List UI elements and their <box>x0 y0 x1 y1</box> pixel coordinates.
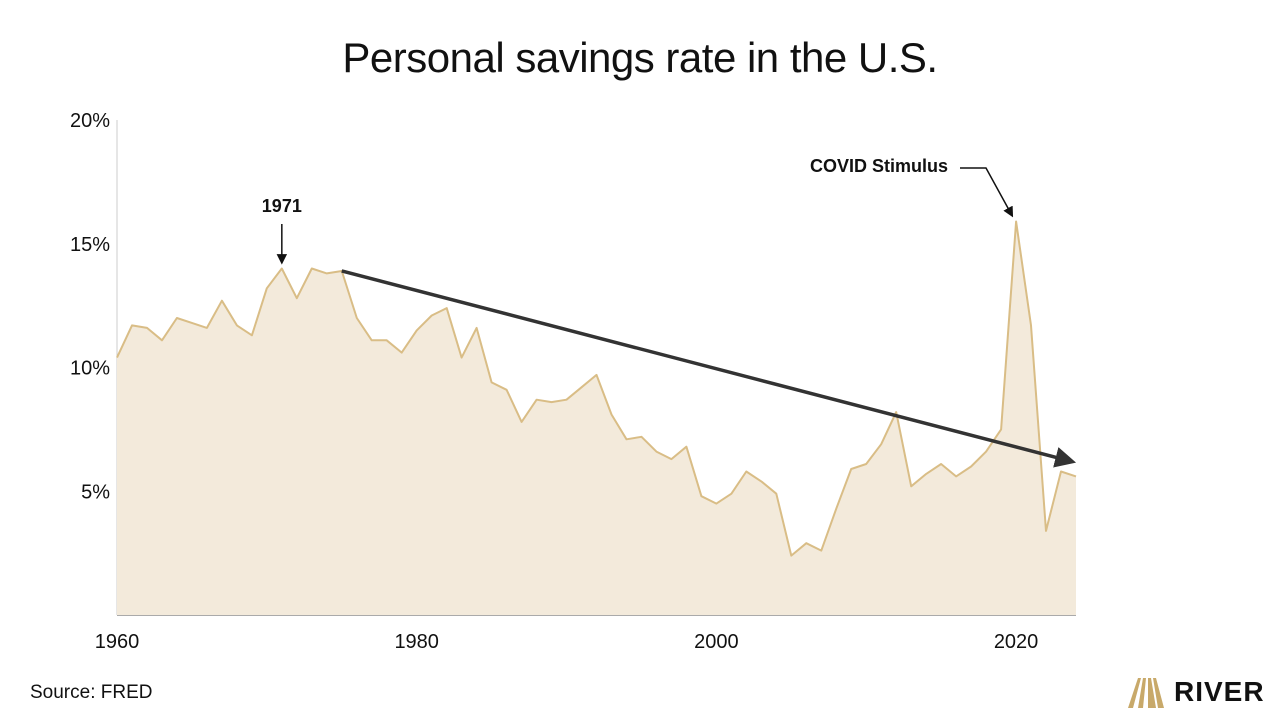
data-point-1982 <box>444 305 450 311</box>
data-point-1978 <box>384 337 390 343</box>
data-point-1972 <box>294 295 300 301</box>
logo-text: RIVER <box>1174 676 1265 707</box>
data-point-1968 <box>234 322 240 328</box>
data-point-2004 <box>773 491 779 497</box>
data-point-2003 <box>758 478 764 484</box>
data-point-1980 <box>414 327 420 333</box>
data-point-2018 <box>983 449 989 455</box>
area-layer <box>114 219 1079 615</box>
data-point-1990 <box>564 397 570 403</box>
data-point-2015 <box>938 461 944 467</box>
data-point-1971 <box>279 266 285 272</box>
data-point-2013 <box>908 483 914 489</box>
data-point-1991 <box>579 384 585 390</box>
data-point-1974 <box>324 270 330 276</box>
y-tick-label-20: 20% <box>70 110 110 132</box>
data-point-1983 <box>459 355 465 361</box>
y-tick-label-5: 5% <box>81 481 110 503</box>
data-point-2010 <box>863 461 869 467</box>
data-point-1966 <box>204 325 210 331</box>
data-point-2001 <box>728 491 734 497</box>
data-point-2023 <box>1058 469 1064 475</box>
annotation-layer: 1971 COVID Stimulus <box>262 156 1014 265</box>
data-point-1977 <box>369 337 375 343</box>
trend-layer <box>341 269 1077 468</box>
data-point-1960 <box>114 355 120 361</box>
data-point-1984 <box>474 325 480 331</box>
data-point-1999 <box>698 493 704 499</box>
data-point-1988 <box>534 397 540 403</box>
data-point-1963 <box>159 337 165 343</box>
data-point-2005 <box>788 553 794 559</box>
savings-area <box>117 221 1076 615</box>
data-point-1987 <box>519 419 525 425</box>
data-point-1992 <box>594 372 600 378</box>
data-point-2024 <box>1073 473 1079 479</box>
data-point-1965 <box>189 320 195 326</box>
data-point-2021 <box>1028 322 1034 328</box>
data-point-1961 <box>129 322 135 328</box>
data-point-1970 <box>264 285 270 291</box>
river-logo-icon <box>1128 678 1164 708</box>
data-point-1964 <box>174 315 180 321</box>
data-point-2008 <box>833 506 839 512</box>
data-point-1993 <box>609 412 615 418</box>
data-point-2019 <box>998 426 1004 432</box>
data-point-1979 <box>399 350 405 356</box>
x-tick-label-1980: 1980 <box>394 631 439 653</box>
x-tick-label-2020: 2020 <box>994 631 1039 653</box>
data-point-1973 <box>309 266 315 272</box>
data-point-2020 <box>1013 219 1019 225</box>
data-point-2007 <box>818 548 824 554</box>
data-point-2000 <box>713 501 719 507</box>
y-tick-label-15: 15% <box>70 234 110 256</box>
annotation-1971-label: 1971 <box>262 196 302 216</box>
annotation-covid-arrow <box>960 167 1014 218</box>
data-point-1989 <box>549 399 555 405</box>
x-tick-label-1960: 1960 <box>95 631 140 653</box>
annotation-covid-label: COVID Stimulus <box>810 156 948 176</box>
data-point-2016 <box>953 473 959 479</box>
data-point-1995 <box>639 434 645 440</box>
data-point-2011 <box>878 441 884 447</box>
tick-labels: 5% 10% 15% 20% 1960 1980 2000 2020 <box>70 110 1038 653</box>
x-tick-label-2000: 2000 <box>694 631 739 653</box>
data-point-1967 <box>219 298 225 304</box>
y-tick-label-10: 10% <box>70 358 110 380</box>
savings-line <box>116 220 1077 557</box>
data-point-1996 <box>653 449 659 455</box>
data-point-2009 <box>848 466 854 472</box>
data-point-1962 <box>144 325 150 331</box>
data-point-1985 <box>489 379 495 385</box>
data-point-2006 <box>803 540 809 546</box>
data-point-2017 <box>968 464 974 470</box>
data-point-1994 <box>624 436 630 442</box>
source-note: Source: FRED <box>30 682 153 703</box>
data-point-1981 <box>429 313 435 319</box>
data-point-2014 <box>923 471 929 477</box>
chart-title: Personal savings rate in the U.S. <box>342 34 938 81</box>
trend-arrow <box>341 269 1077 468</box>
data-point-1997 <box>668 456 674 462</box>
data-point-1998 <box>683 444 689 450</box>
data-point-1986 <box>504 387 510 393</box>
data-point-1969 <box>249 332 255 338</box>
data-point-2002 <box>743 469 749 475</box>
data-point-1976 <box>354 315 360 321</box>
data-point-2022 <box>1043 528 1049 534</box>
